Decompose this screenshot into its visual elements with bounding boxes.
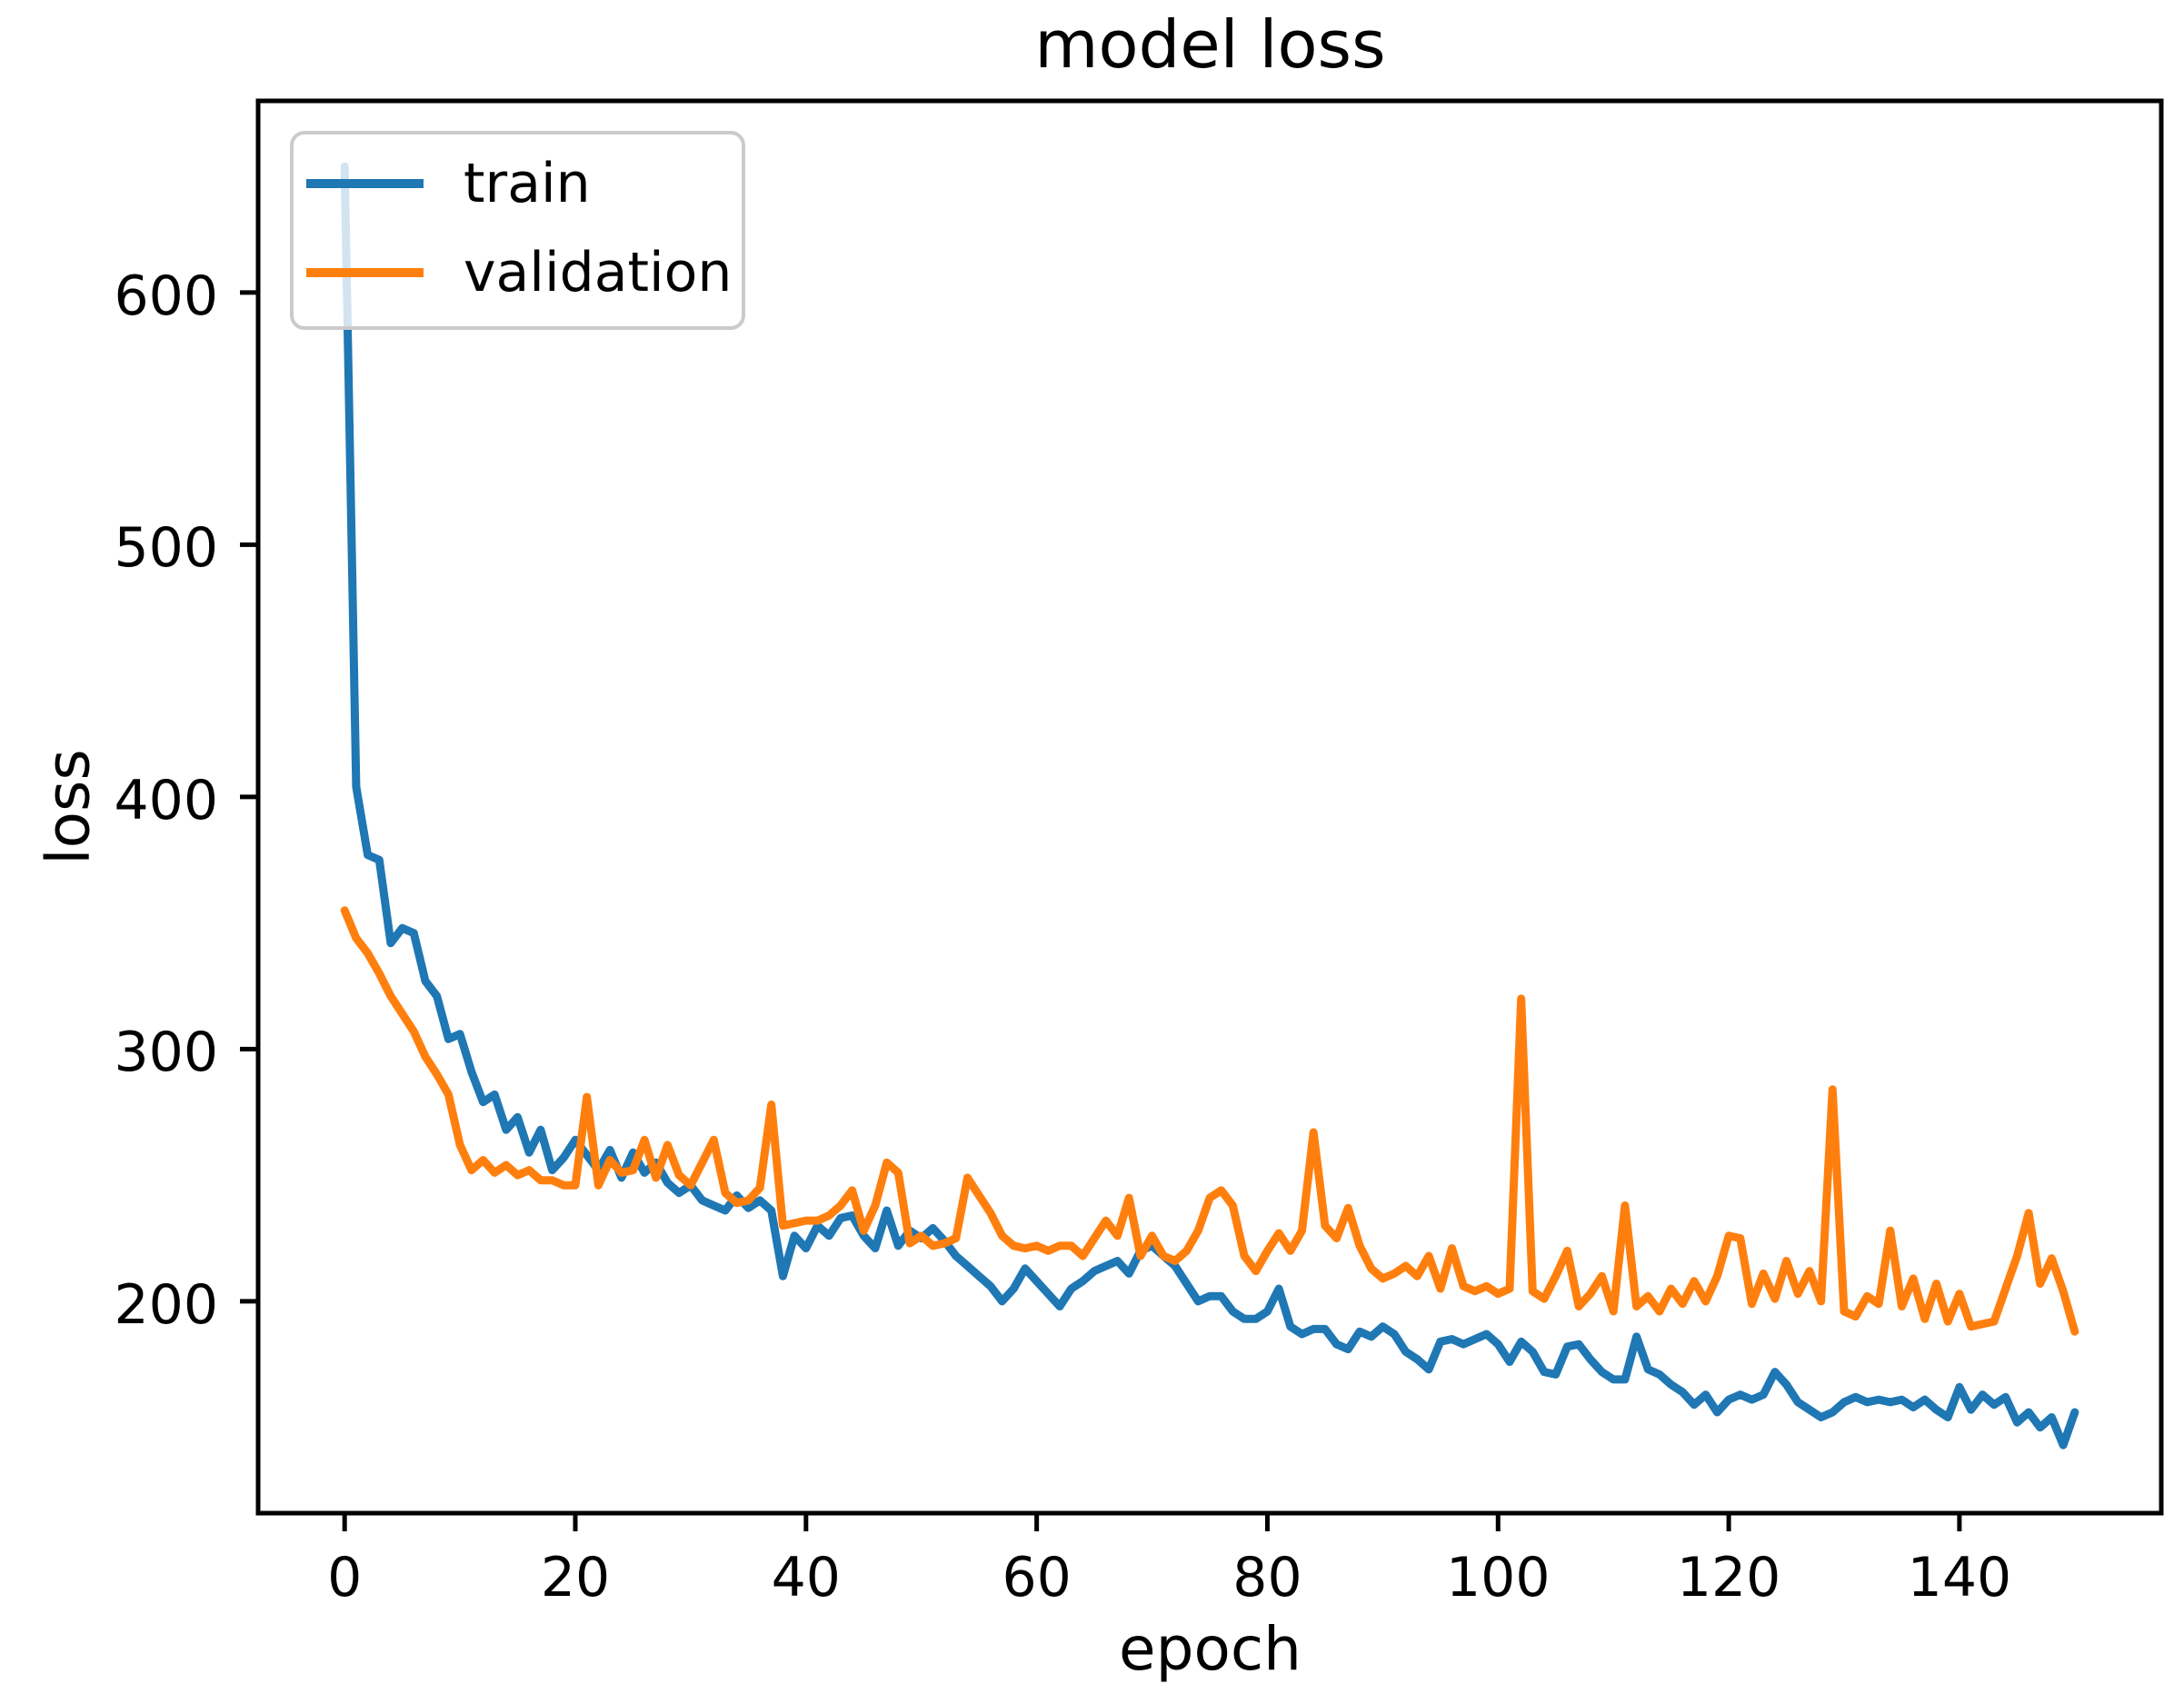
- x-tick-label: 20: [540, 1546, 611, 1609]
- legend: train validation: [290, 131, 745, 330]
- y-tick-label: 300: [114, 1021, 218, 1085]
- y-tick-label: 600: [114, 264, 218, 328]
- legend-label-validation: validation: [464, 241, 733, 304]
- train-line-swatch: [306, 179, 424, 188]
- axes-frame: [255, 98, 2164, 1516]
- legend-label-train: train: [464, 152, 591, 215]
- validation-line: [340, 906, 2079, 1336]
- x-tick-label: 120: [1676, 1546, 1781, 1609]
- x-tick-label: 60: [1002, 1546, 1072, 1609]
- y-axis-label: loss: [33, 749, 104, 865]
- y-tick-label: 500: [114, 516, 218, 581]
- x-tick-label: 100: [1446, 1546, 1551, 1609]
- x-tick-label: 40: [771, 1546, 841, 1609]
- train-line: [340, 162, 2079, 1450]
- legend-entry-validation: validation: [294, 245, 742, 300]
- y-tick-label: 200: [114, 1272, 218, 1337]
- chart-title: model loss: [1034, 6, 1386, 83]
- x-axis-label: epoch: [1119, 1614, 1301, 1684]
- validation-line-swatch: [306, 268, 424, 277]
- x-tick-label: 80: [1232, 1546, 1302, 1609]
- x-tick-label: 140: [1907, 1546, 2012, 1609]
- legend-entry-train: train: [294, 156, 742, 211]
- x-tick-label: 0: [327, 1546, 363, 1609]
- y-tick-label: 400: [114, 768, 218, 832]
